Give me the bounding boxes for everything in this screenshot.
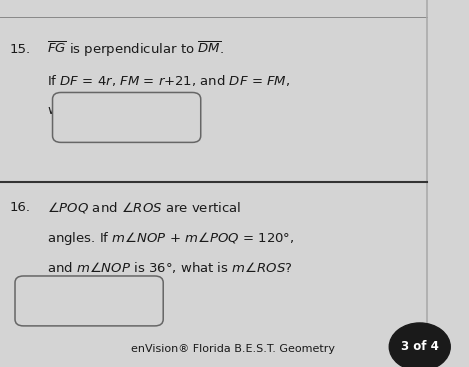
Text: 16.: 16. bbox=[9, 201, 30, 214]
Text: enVision® Florida B.E.S.T. Geometry: enVision® Florida B.E.S.T. Geometry bbox=[131, 344, 335, 355]
Text: and $m\angle \mathit{NOP}$ is 36°, what is $m\angle \mathit{ROS}$?: and $m\angle \mathit{NOP}$ is 36°, what … bbox=[47, 261, 293, 275]
Circle shape bbox=[389, 323, 450, 367]
Text: $\overline{\mathit{FG}}$ is perpendicular to $\overline{\mathit{DM}}$.: $\overline{\mathit{FG}}$ is perpendicula… bbox=[47, 40, 224, 59]
Text: what is the value of $\mathit{r}$?: what is the value of $\mathit{r}$? bbox=[47, 103, 195, 117]
Text: $\angle \mathit{POQ}$ and $\angle \mathit{ROS}$ are vertical: $\angle \mathit{POQ}$ and $\angle \mathi… bbox=[47, 200, 241, 215]
Text: angles. If $m\angle \mathit{NOP}$ + $m\angle \mathit{POQ}$ = 120°,: angles. If $m\angle \mathit{NOP}$ + $m\a… bbox=[47, 230, 295, 247]
FancyBboxPatch shape bbox=[15, 276, 163, 326]
Text: If $\mathit{DF}$ = 4$\mathit{r}$, $\mathit{FM}$ = $\mathit{r}$+21, and $\mathit{: If $\mathit{DF}$ = 4$\mathit{r}$, $\math… bbox=[47, 73, 290, 88]
Text: 3 of 4: 3 of 4 bbox=[401, 340, 439, 353]
Text: 15.: 15. bbox=[9, 43, 30, 56]
FancyBboxPatch shape bbox=[53, 92, 201, 142]
